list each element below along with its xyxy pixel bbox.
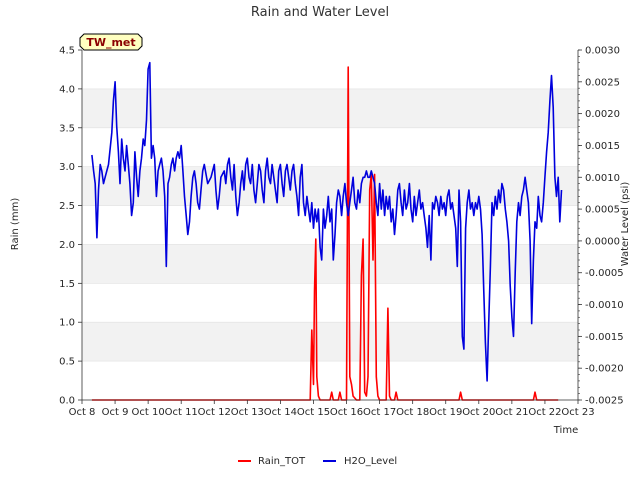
x-tick-label: Oct 10	[132, 407, 165, 418]
y2-tick-label: -0.0005	[585, 268, 624, 279]
x-tick-label: Oct 14	[264, 407, 297, 418]
y-tick-label: 3.5	[59, 123, 75, 134]
grid-band	[82, 322, 578, 362]
y2-tick-label: -0.0020	[585, 364, 624, 375]
x-tick-label: Oct 19	[429, 407, 462, 418]
x-tick-label: Oct 13	[231, 407, 264, 418]
y2-tick-label: 0.0000	[585, 236, 620, 247]
y2-tick-label: 0.0030	[585, 46, 620, 57]
y-tick-label: 0.0	[59, 396, 75, 407]
y2-tick-label: -0.0025	[585, 396, 624, 407]
y2-tick-label: 0.0005	[585, 205, 620, 216]
x-tick-label: Oct 9	[102, 407, 129, 418]
legend-label-h2o: H2O_Level	[344, 456, 397, 467]
y2-tick-label: -0.0010	[585, 300, 624, 311]
background-bands	[82, 50, 578, 401]
y-tick-label: 4.5	[59, 46, 75, 57]
site-badge-label: TW_met	[86, 36, 135, 49]
series-line-rain-tot	[91, 66, 559, 401]
y2-tick-label: 0.0010	[585, 173, 620, 184]
y2-tick-label: -0.0015	[585, 332, 624, 343]
y-tick-label: 1.5	[59, 279, 75, 290]
y-tick-label: 3.0	[59, 162, 75, 173]
y2-tick-label: 0.0020	[585, 109, 620, 120]
x-tick-label: Oct 12	[198, 407, 231, 418]
x-tick-label: Oct 21	[495, 407, 528, 418]
chart-title: Rain and Water Level	[251, 5, 389, 20]
series-line-h2o-level	[91, 61, 563, 382]
y2-tick-label: 0.0025	[585, 77, 620, 88]
y-tick-label: 4.0	[59, 84, 75, 95]
grid-band	[82, 244, 578, 284]
x-tick-label: Oct 17	[363, 407, 396, 418]
y-tick-label: 2.0	[59, 240, 75, 251]
x-tick-label: Oct 23	[561, 407, 594, 418]
series-layer	[91, 61, 563, 401]
x-tick-label: Oct 20	[462, 407, 495, 418]
x-tick-label: Oct 16	[330, 407, 363, 418]
x-tick-label: Oct 22	[528, 407, 561, 418]
site-badge: TW_met	[79, 33, 143, 51]
x-tick-label: Oct 8	[69, 407, 96, 418]
site-badge-box	[79, 33, 143, 51]
y2-tick-label: 0.0015	[585, 141, 620, 152]
y2-axis-title: Water Level (psi)	[620, 182, 631, 267]
grid-band	[82, 88, 578, 128]
legend-label-rain: Rain_TOT	[258, 456, 306, 467]
x-axis-title: Time	[553, 425, 578, 436]
x-tick-label: Oct 15	[297, 407, 330, 418]
y-tick-label: 1.0	[59, 318, 75, 329]
legend: Rain_TOT H2O_Level	[238, 456, 397, 467]
y-tick-label: 0.5	[59, 357, 75, 368]
y-axis-title: Rain (mm)	[10, 198, 21, 251]
x-tick-label: Oct 18	[396, 407, 429, 418]
y-tick-label: 2.5	[59, 201, 75, 212]
x-tick-label: Oct 11	[165, 407, 198, 418]
axes-layer: 0.0 0.5 1.0 1.5 2.0 2.5 3.0 3.5 4.0 4.5 -0.0025 -0.…	[59, 46, 624, 419]
